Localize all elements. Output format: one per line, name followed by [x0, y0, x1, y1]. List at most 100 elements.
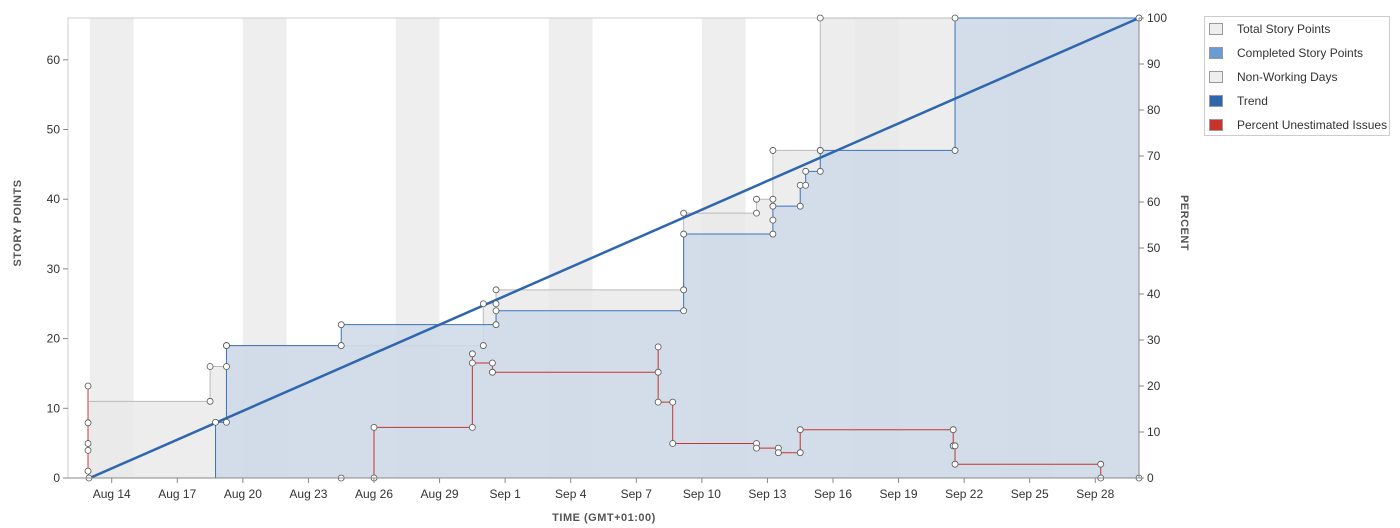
y2-tick-label: 50: [1147, 241, 1161, 255]
data-point-marker: [753, 444, 760, 452]
data-point-marker: [753, 209, 760, 217]
data-point-marker: [468, 359, 476, 367]
trend-line: [89, 16, 1140, 480]
data-point-marker: [492, 307, 500, 315]
data-point-marker: [223, 418, 230, 426]
y2-tick-label: 0: [1147, 471, 1154, 485]
data-point-marker: [796, 202, 804, 210]
x-tick-label: Aug 17: [158, 487, 196, 501]
data-point-marker: [223, 342, 230, 349]
data-point-marker: [774, 449, 782, 457]
x-tick-label: Sep 28: [1076, 487, 1114, 501]
data-point-marker: [796, 426, 804, 434]
legend-item-trend[interactable]: Trend: [1205, 93, 1268, 109]
legend-label: Percent Unestimated Issues: [1237, 118, 1388, 132]
completed-story-points-line: [215, 17, 1139, 478]
x-tick-label: Sep 19: [880, 487, 918, 501]
y-tick-label: 20: [47, 332, 61, 346]
data-point-marker: [680, 230, 688, 238]
data-point-marker: [680, 286, 688, 294]
data-point-marker: [654, 343, 662, 351]
data-point-marker: [796, 449, 804, 457]
data-point-marker: [769, 202, 777, 210]
data-point-marker: [769, 230, 777, 238]
x-tick-label: Sep 22: [945, 487, 983, 501]
x-tick-label: Aug 20: [224, 487, 262, 501]
y2-tick-label: 20: [1147, 379, 1161, 393]
legend-label: Completed Story Points: [1237, 46, 1364, 60]
x-tick-label: Aug 29: [421, 487, 459, 501]
x-tick-label: Aug 26: [355, 487, 393, 501]
data-point-marker: [816, 167, 824, 175]
axes-layer: 0 10 20 30 40 50 60 0 10 20 30 40 50 60 70 80 90 100 Aug 1…: [47, 11, 1168, 501]
legend-label: Total Story Points: [1237, 22, 1331, 36]
legend-item-percent-unestimated-issues[interactable]: Percent Unestimated Issues: [1205, 117, 1387, 133]
x-tick-label: Aug 23: [289, 487, 327, 501]
x-tick-label: Sep 7: [621, 487, 653, 501]
data-point-marker: [654, 398, 662, 406]
data-point-marker: [84, 467, 92, 475]
data-point-marker: [468, 350, 476, 358]
data-point-marker: [206, 397, 214, 405]
data-point-marker: [669, 398, 677, 406]
data-point-marker: [951, 14, 959, 22]
data-point-marker: [212, 418, 219, 426]
legend-item-completed-story-points[interactable]: Completed Story Points: [1205, 45, 1363, 61]
y2-tick-label: 90: [1147, 57, 1161, 71]
data-point-marker: [951, 460, 959, 468]
series-layer: [84, 14, 1143, 482]
y2-tick-label: 40: [1147, 287, 1161, 301]
legend-label: Trend: [1237, 94, 1268, 108]
data-point-marker: [479, 300, 487, 308]
data-point-marker: [337, 342, 345, 349]
data-point-marker: [492, 286, 500, 294]
x-tick-label: Sep 25: [1011, 487, 1049, 501]
data-point-marker: [680, 307, 688, 315]
y2-tick-label: 80: [1147, 103, 1161, 117]
y-tick-label: 40: [47, 192, 61, 206]
legend-item-non-working-days[interactable]: Non-Working Days: [1205, 69, 1337, 85]
legend-swatch: [1209, 47, 1223, 59]
data-point-marker: [951, 147, 959, 154]
x-tick-label: Sep 10: [683, 487, 721, 501]
data-point-marker: [206, 363, 214, 370]
legend-item-total-story-points[interactable]: Total Story Points: [1205, 21, 1330, 37]
legend-label: Non-Working Days: [1237, 70, 1338, 84]
data-point-marker: [84, 419, 92, 427]
y2-tick-label: 70: [1147, 149, 1161, 163]
data-point-marker: [370, 423, 378, 431]
y-axis-title: STORY POINTS: [12, 179, 24, 266]
data-point-marker: [802, 181, 810, 189]
data-point-marker: [951, 442, 959, 450]
y2-tick-label: 100: [1147, 11, 1167, 25]
data-point-marker: [488, 359, 496, 367]
x-tick-label: Sep 16: [814, 487, 852, 501]
data-point-marker: [84, 382, 92, 390]
chart-legend: Total Story Points Completed Story Point…: [1204, 16, 1390, 136]
legend-swatch: [1209, 23, 1223, 35]
data-point-marker: [753, 195, 760, 203]
data-point-marker: [654, 368, 662, 376]
legend-swatch: [1209, 119, 1223, 131]
data-point-marker: [337, 321, 345, 329]
x-tick-label: Aug 14: [93, 487, 131, 501]
data-point-marker: [816, 147, 824, 154]
data-point-marker: [769, 147, 777, 154]
y2-axis-title: PERCENT: [1178, 195, 1190, 251]
x-tick-label: Sep 4: [555, 487, 587, 501]
data-point-marker: [949, 426, 957, 434]
y-tick-label: 0: [53, 471, 60, 485]
y2-tick-label: 60: [1147, 195, 1161, 209]
data-point-marker: [479, 342, 487, 349]
legend-swatch: [1209, 71, 1223, 83]
y2-tick-label: 10: [1147, 425, 1161, 439]
data-point-marker: [769, 195, 777, 203]
data-point-marker: [223, 363, 230, 370]
completed-story-points-area: [215, 18, 1139, 478]
x-tick-label: Sep 13: [748, 487, 786, 501]
data-point-marker: [492, 321, 500, 329]
data-point-marker: [468, 423, 476, 431]
x-axis-title: TIME (GMT+01:00): [552, 512, 656, 524]
data-point-marker: [84, 440, 92, 447]
data-point-marker: [680, 209, 688, 217]
